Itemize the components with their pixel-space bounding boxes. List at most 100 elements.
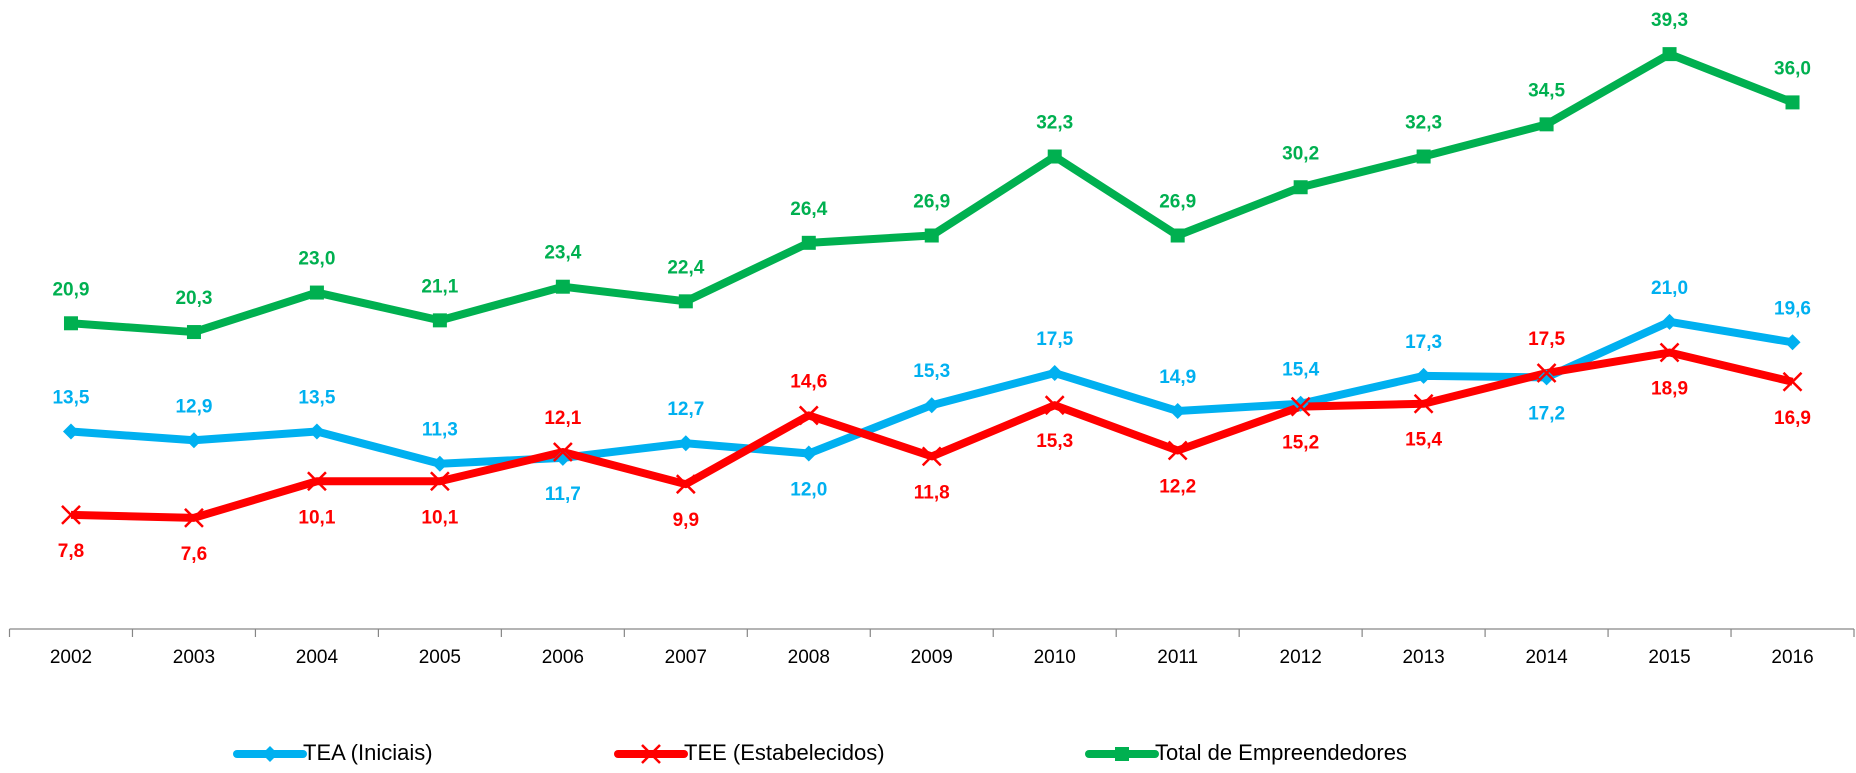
data-label: 17,5 <box>1036 329 1073 350</box>
marker <box>1047 149 1062 164</box>
marker <box>677 435 694 452</box>
data-label: 34,5 <box>1528 80 1565 101</box>
marker <box>1292 395 1309 412</box>
x-tick-label: 2004 <box>296 647 339 668</box>
data-label: 17,5 <box>1528 329 1565 350</box>
marker <box>552 442 573 462</box>
marker <box>185 432 202 449</box>
data-label: 36,0 <box>1774 58 1811 79</box>
data-label: 12,7 <box>667 399 704 420</box>
data-label: 12,2 <box>1159 477 1196 498</box>
data-label: 14,6 <box>790 371 827 392</box>
data-label: 19,6 <box>1774 298 1811 319</box>
marker <box>63 316 78 331</box>
marker <box>798 405 819 426</box>
x-tick-label: 2006 <box>542 647 584 668</box>
data-label: 39,3 <box>1651 10 1688 31</box>
marker <box>1661 313 1678 330</box>
marker <box>923 397 940 414</box>
data-label: 17,2 <box>1528 403 1565 424</box>
marker <box>309 285 324 300</box>
marker <box>61 505 81 525</box>
marker <box>308 423 325 440</box>
legend-label: Total de Empreendedores <box>1155 740 1407 765</box>
marker <box>1046 365 1063 382</box>
data-label: 15,2 <box>1282 433 1319 454</box>
marker <box>1662 47 1677 62</box>
legend-label: TEE (Estabelecidos) <box>684 740 885 765</box>
data-label: 15,4 <box>1282 360 1319 381</box>
data-label: 20,9 <box>52 279 89 300</box>
x-tick-label: 2015 <box>1648 647 1690 668</box>
marker <box>1659 342 1680 363</box>
legend-label: TEA (Iniciais) <box>303 740 433 765</box>
marker <box>1293 180 1308 195</box>
marker <box>1785 95 1800 110</box>
marker <box>1538 369 1555 386</box>
marker <box>800 445 817 462</box>
data-label: 7,8 <box>58 541 84 562</box>
marker <box>924 228 939 243</box>
marker <box>1170 228 1185 243</box>
data-label: 15,3 <box>913 361 950 382</box>
marker <box>1416 149 1431 164</box>
data-label: 11,7 <box>545 484 581 505</box>
data-label: 13,5 <box>52 388 89 409</box>
marker <box>186 325 201 340</box>
x-tick-label: 2003 <box>173 647 215 668</box>
x-tick-label: 2012 <box>1280 647 1322 668</box>
data-label: 21,1 <box>421 276 458 297</box>
x-tick-label: 2013 <box>1402 647 1444 668</box>
marker <box>1415 367 1432 384</box>
data-label: 32,3 <box>1405 113 1442 134</box>
data-label: 21,0 <box>1651 278 1688 299</box>
marker <box>678 294 693 309</box>
x-tick-label: 2007 <box>665 647 707 668</box>
data-label: 10,1 <box>298 507 335 528</box>
data-label: 30,2 <box>1282 143 1319 164</box>
legend-marker <box>1115 747 1129 761</box>
marker <box>62 423 79 440</box>
marker <box>675 474 696 495</box>
marker <box>429 471 450 492</box>
data-label: 13,5 <box>298 388 335 409</box>
marker <box>1782 371 1803 392</box>
marker <box>1169 403 1186 420</box>
marker <box>1044 395 1065 416</box>
data-label: 16,9 <box>1774 408 1811 429</box>
data-label: 17,3 <box>1405 332 1442 353</box>
marker <box>1784 334 1801 351</box>
marker <box>801 235 816 250</box>
data-label: 23,4 <box>544 243 581 264</box>
x-tick-label: 2008 <box>788 647 830 668</box>
marker <box>1167 440 1188 461</box>
data-label: 11,3 <box>422 420 458 441</box>
x-tick-label: 2014 <box>1525 647 1568 668</box>
data-label: 12,0 <box>790 479 827 500</box>
data-label: 15,4 <box>1405 430 1442 451</box>
x-tick-label: 2010 <box>1034 647 1076 668</box>
data-label: 26,9 <box>1159 192 1196 213</box>
marker <box>921 446 942 467</box>
data-label: 11,8 <box>914 482 950 503</box>
legend-marker <box>641 744 661 764</box>
marker <box>1536 363 1557 383</box>
data-label: 15,3 <box>1036 431 1073 452</box>
data-label: 20,3 <box>175 288 212 309</box>
marker <box>1413 393 1434 414</box>
marker <box>307 471 327 492</box>
marker <box>1539 117 1554 132</box>
marker <box>184 507 204 528</box>
data-label: 26,4 <box>790 199 827 220</box>
data-label: 12,9 <box>175 396 212 417</box>
data-label: 32,3 <box>1036 113 1073 134</box>
marker <box>432 313 447 328</box>
x-tick-label: 2002 <box>50 647 92 668</box>
data-label: 10,1 <box>421 507 458 528</box>
data-label: 18,9 <box>1651 379 1688 400</box>
x-tick-label: 2009 <box>911 647 953 668</box>
data-label: 14,9 <box>1159 367 1196 388</box>
data-label: 23,0 <box>298 249 335 270</box>
legend-marker <box>262 746 278 762</box>
